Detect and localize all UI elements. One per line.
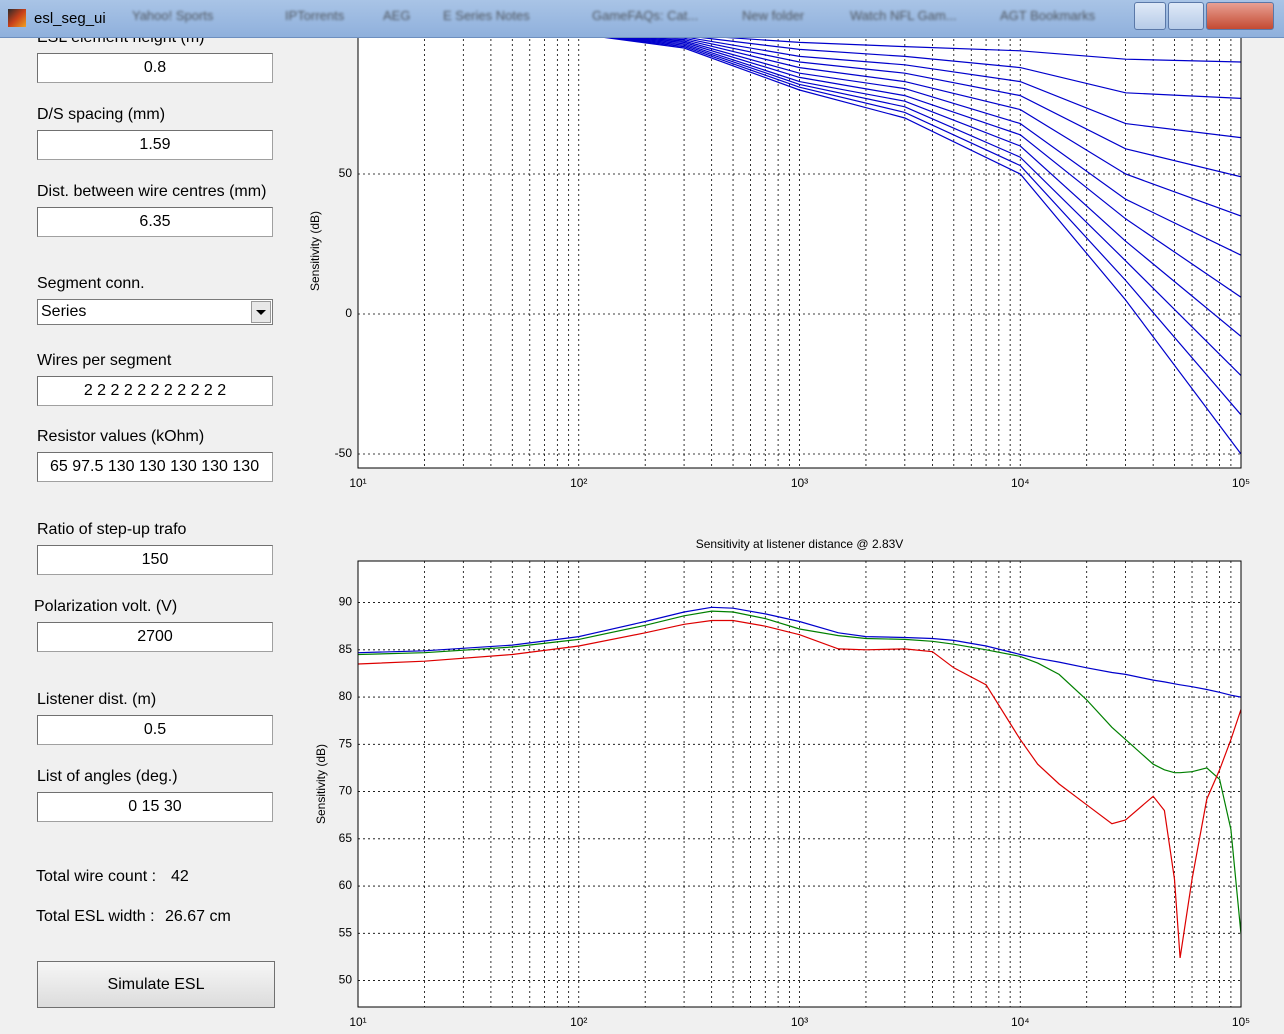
taskbar-tab[interactable]: GameFAQs: Cat... bbox=[592, 8, 699, 23]
app-icon bbox=[8, 9, 26, 27]
text-input[interactable]: 2700 bbox=[37, 622, 273, 652]
axes-frame bbox=[357, 560, 1242, 1008]
chart-title: Sensitivity at listener distance @ 2.83V bbox=[696, 537, 904, 551]
taskbar-tab[interactable]: AEG bbox=[383, 8, 411, 23]
y-axis-label: Sensitivity (dB) bbox=[314, 744, 328, 824]
x-tick-label: 10⁴ bbox=[1011, 1015, 1030, 1029]
taskbar-tab[interactable]: Yahoo! Sports bbox=[132, 8, 214, 23]
minimize-button[interactable] bbox=[1134, 2, 1166, 30]
y-tick-label: -50 bbox=[335, 446, 353, 460]
field-label: List of angles (deg.) bbox=[37, 768, 178, 785]
close-button[interactable] bbox=[1206, 2, 1274, 30]
data-line bbox=[578, 34, 1241, 256]
x-tick-label: 10¹ bbox=[349, 476, 366, 490]
text-input[interactable]: 65 97.5 130 130 130 130 130 bbox=[37, 452, 273, 482]
taskbar-tab[interactable]: Watch NFL Gam... bbox=[850, 8, 957, 23]
total-value: 42 bbox=[171, 868, 189, 885]
y-tick-label: 65 bbox=[339, 831, 353, 845]
maximize-button[interactable] bbox=[1168, 2, 1204, 30]
data-line bbox=[578, 34, 1241, 337]
field-label: Ratio of step-up trafo bbox=[37, 521, 187, 538]
field-label: Polarization volt. (V) bbox=[34, 598, 178, 615]
x-tick-label: 10⁵ bbox=[1232, 476, 1250, 490]
y-tick-label: 55 bbox=[339, 925, 353, 939]
x-tick-label: 10³ bbox=[791, 476, 808, 490]
y-tick-label: 90 bbox=[339, 595, 353, 609]
y-tick-label: 60 bbox=[339, 878, 353, 892]
text-input[interactable]: 150 bbox=[37, 545, 273, 575]
data-line bbox=[358, 619, 1241, 958]
x-tick-label: 10² bbox=[570, 1015, 587, 1029]
text-input[interactable]: 0 15 30 bbox=[37, 792, 273, 822]
text-input[interactable]: 2 2 2 2 2 2 2 2 2 2 2 bbox=[37, 376, 273, 406]
y-axis-label: Sensitivity (dB) bbox=[308, 211, 322, 291]
data-line bbox=[578, 34, 1241, 298]
y-tick-label: 80 bbox=[339, 689, 353, 703]
field-label: Resistor values (kOhm) bbox=[37, 428, 205, 445]
data-line bbox=[578, 34, 1241, 416]
total-label: Total wire count : bbox=[36, 868, 157, 885]
dropdown[interactable]: Series bbox=[37, 299, 273, 325]
total-value: 26.67 cm bbox=[165, 908, 231, 925]
field-label: Dist. between wire centres (mm) bbox=[37, 183, 267, 200]
text-input[interactable]: 0.8 bbox=[37, 53, 273, 83]
dropdown-value: Series bbox=[41, 303, 87, 320]
field-label: Wires per segment bbox=[37, 352, 172, 369]
field-label: Segment conn. bbox=[37, 275, 145, 292]
y-tick-label: 75 bbox=[339, 736, 353, 750]
y-tick-label: 70 bbox=[339, 784, 353, 798]
y-tick-label: 85 bbox=[339, 642, 353, 656]
x-tick-label: 10⁵ bbox=[1232, 1015, 1250, 1029]
field-label: Listener dist. (m) bbox=[37, 691, 157, 708]
text-input[interactable]: 1.59 bbox=[37, 130, 273, 160]
y-tick-label: 50 bbox=[339, 166, 353, 180]
window-title: esl_seg_ui bbox=[34, 10, 106, 27]
data-line bbox=[578, 34, 1241, 455]
data-line bbox=[358, 606, 1241, 698]
taskbar-tab[interactable]: E Series Notes bbox=[443, 8, 530, 23]
data-line bbox=[358, 610, 1241, 935]
y-tick-label: 0 bbox=[345, 306, 352, 320]
x-tick-label: 10¹ bbox=[349, 1015, 366, 1029]
text-input[interactable]: 6.35 bbox=[37, 207, 273, 237]
dropdown-arrow[interactable] bbox=[251, 301, 271, 323]
simulate-button[interactable]: Simulate ESL bbox=[37, 961, 275, 1008]
x-tick-label: 10² bbox=[570, 476, 587, 490]
title-bar: esl_seg_ui Yahoo! Sports IPTorrents AEG … bbox=[0, 0, 1284, 38]
data-line bbox=[578, 34, 1241, 217]
taskbar-tab[interactable]: AGT Bookmarks bbox=[1000, 8, 1096, 23]
total-label: Total ESL width : bbox=[36, 908, 155, 925]
y-tick-label: 50 bbox=[339, 973, 353, 987]
field-label: D/S spacing (mm) bbox=[37, 106, 166, 123]
taskbar-tab[interactable]: New folder bbox=[742, 8, 805, 23]
x-tick-label: 10³ bbox=[791, 1015, 808, 1029]
taskbar-tab[interactable]: IPTorrents bbox=[285, 8, 345, 23]
x-tick-label: 10⁴ bbox=[1011, 476, 1030, 490]
text-input[interactable]: 0.5 bbox=[37, 715, 273, 745]
data-line bbox=[578, 34, 1241, 178]
data-line bbox=[578, 34, 1241, 377]
